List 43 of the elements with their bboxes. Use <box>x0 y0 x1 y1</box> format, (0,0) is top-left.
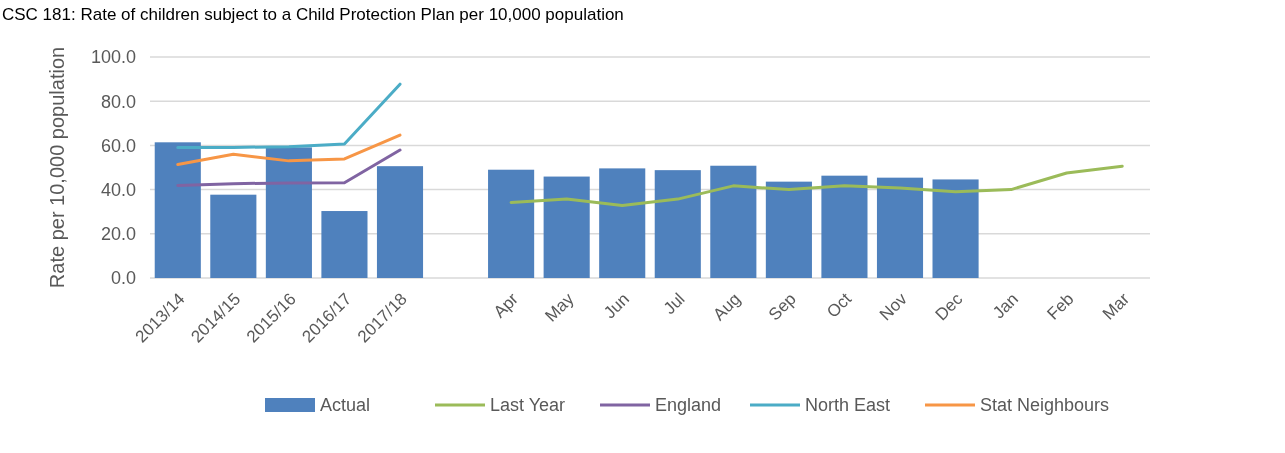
bar <box>265 147 312 278</box>
bar <box>654 170 701 278</box>
y-tick-label: 0.0 <box>110 268 136 289</box>
bar <box>376 166 424 278</box>
x-tick-label: Feb <box>1043 289 1078 324</box>
bar <box>876 177 924 278</box>
legend-label: England <box>655 395 722 416</box>
x-tick-label: Jul <box>659 289 689 319</box>
x-tick-label: Oct <box>823 289 856 322</box>
bar <box>321 211 368 278</box>
line-series <box>176 82 402 149</box>
x-tick-label: Apr <box>489 289 523 322</box>
bar <box>488 169 535 278</box>
bar <box>599 168 646 278</box>
line-series <box>176 148 402 187</box>
legend-label: Last Year <box>490 395 566 416</box>
y-axis-title: Rate per 10,000 population <box>46 46 68 289</box>
legend-label: Actual <box>320 395 371 416</box>
y-tick-label: 40.0 <box>100 179 136 200</box>
x-tick-label: Sep <box>764 289 800 325</box>
x-tick-label: Mar <box>1098 289 1134 324</box>
x-tick-label: Aug <box>709 289 745 325</box>
bar <box>710 165 757 278</box>
bar <box>765 181 812 278</box>
line-series <box>176 133 402 166</box>
x-tick-label: Nov <box>876 289 912 325</box>
y-tick-label: 60.0 <box>100 135 136 156</box>
bar <box>543 176 590 278</box>
y-tick-label: 100.0 <box>90 47 136 68</box>
line-series <box>509 164 1124 208</box>
x-tick-label: May <box>541 289 578 326</box>
bar <box>821 175 868 278</box>
x-tick-label: Dec <box>931 289 967 325</box>
y-tick-label: 80.0 <box>100 91 136 112</box>
legend-label: Stat Neighbours <box>980 395 1110 416</box>
chart-title: CSC 181: Rate of children subject to a Child Protection Plan per 10,000 population <box>2 5 624 24</box>
x-tick-label: Jan <box>989 289 1022 323</box>
bar <box>210 194 257 278</box>
y-tick-label: 20.0 <box>100 224 136 245</box>
bar <box>154 142 201 278</box>
x-tick-label: Jun <box>600 289 634 323</box>
legend-label: North East <box>805 395 891 416</box>
bar <box>932 179 979 278</box>
